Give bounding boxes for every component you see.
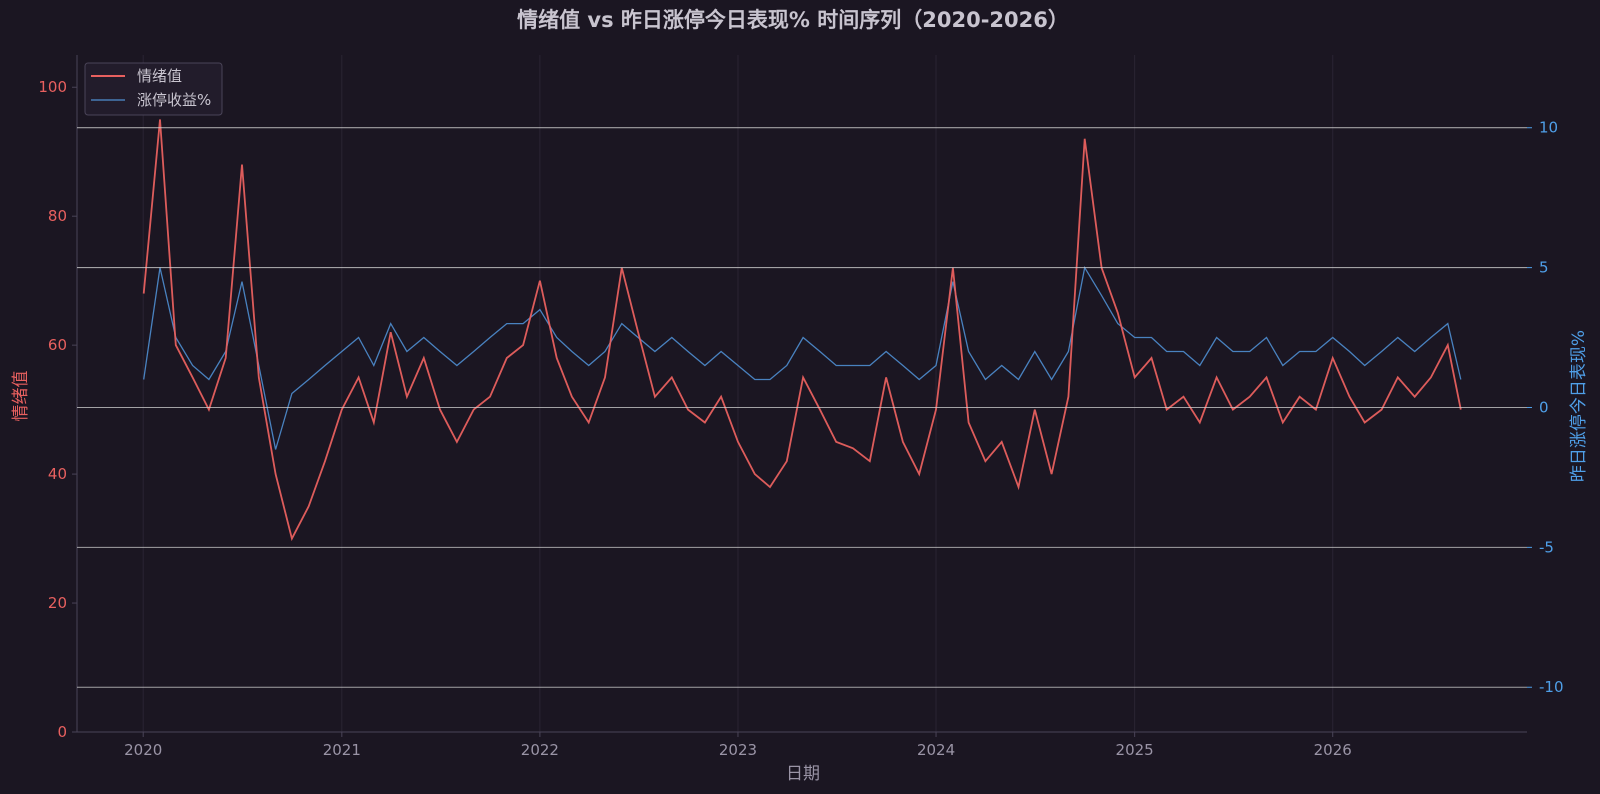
- y-left-tick-label: 40: [48, 465, 67, 483]
- x-axis-title: 日期: [786, 764, 820, 784]
- series-line-return: [143, 265, 1462, 450]
- x-tick-label: 2020: [124, 741, 162, 759]
- y-axis-right-title: 昨日涨停今日表现%: [1569, 330, 1589, 482]
- x-tick-label: 2022: [521, 741, 559, 759]
- x-tick-label: 2025: [1116, 741, 1154, 759]
- x-tick-label: 2024: [917, 741, 955, 759]
- y-left-tick-label: 100: [38, 78, 67, 96]
- y-axis-left-title: 情绪值: [11, 371, 31, 422]
- y-right-tick-label: -5: [1539, 538, 1554, 556]
- y-right-tick-label: 5: [1539, 259, 1549, 277]
- y-right-tick-label: -10: [1539, 678, 1564, 696]
- x-tick-label: 2026: [1314, 741, 1352, 759]
- legend: 情绪值 涨停收益%: [84, 62, 223, 116]
- legend-label-return: 涨停收益%: [137, 91, 211, 109]
- series-layer: [142, 119, 1462, 542]
- grid-layer: [142, 55, 1334, 732]
- y-left-tick-label: 0: [57, 723, 67, 741]
- legend-label-sentiment: 情绪值: [137, 67, 182, 85]
- series-line-sentiment: [142, 119, 1462, 542]
- x-tick-label: 2021: [323, 741, 361, 759]
- y-left-tick-label: 60: [48, 336, 67, 354]
- y-right-tick-label: 0: [1539, 398, 1549, 416]
- reference-lines: [77, 127, 1527, 688]
- ticks-layer: 0 20 40 60 80 100 -10 -5 0 5 10 2020 2021 2022 2023 202…: [38, 78, 1563, 759]
- chart-title: 情绪值 vs 昨日涨停今日表现% 时间序列（2020-2026）: [517, 8, 1069, 32]
- y-right-tick-label: 10: [1539, 119, 1558, 137]
- plot-frame: [76, 55, 1527, 733]
- y-left-tick-label: 80: [48, 207, 67, 225]
- y-left-tick-label: 20: [48, 594, 67, 612]
- x-tick-label: 2023: [719, 741, 757, 759]
